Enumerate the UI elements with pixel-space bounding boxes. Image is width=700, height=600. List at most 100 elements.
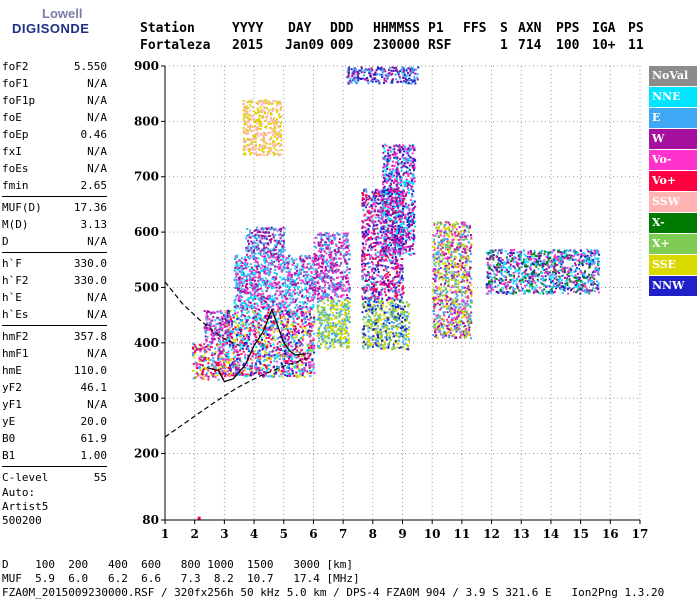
- echo-point: [364, 213, 367, 216]
- echo-point: [332, 307, 335, 310]
- echo-point: [310, 322, 313, 325]
- echo-point: [399, 279, 402, 282]
- echo-point: [311, 263, 314, 266]
- echo-point: [312, 289, 315, 292]
- echo-point: [304, 279, 307, 282]
- echo-point: [338, 338, 341, 341]
- echo-point: [324, 336, 327, 339]
- echo-point: [400, 277, 403, 280]
- echo-point: [216, 374, 219, 377]
- echo-point: [243, 334, 246, 337]
- echo-point: [345, 232, 348, 235]
- echo-point: [327, 319, 330, 322]
- echo-point: [362, 203, 365, 205]
- echo-point: [257, 264, 260, 267]
- echo-point: [240, 266, 243, 269]
- echo-point: [284, 292, 287, 294]
- echo-point: [279, 315, 282, 318]
- echo-point: [238, 278, 241, 281]
- echo-point: [240, 352, 243, 355]
- echo-point: [238, 343, 241, 346]
- echo-point: [244, 289, 247, 292]
- echo-point: [280, 250, 282, 253]
- echo-point: [266, 254, 269, 257]
- echo-point: [310, 350, 313, 353]
- echo-point: [297, 288, 300, 291]
- echo-point: [296, 269, 298, 272]
- echo-point: [369, 219, 372, 222]
- echo-point: [308, 287, 311, 290]
- echo-point: [374, 216, 377, 219]
- echo-point: [257, 280, 259, 283]
- echo-point: [331, 283, 334, 286]
- echo-point: [299, 340, 302, 343]
- echo-point: [218, 333, 221, 336]
- echo-point: [215, 361, 218, 364]
- echo-point: [279, 233, 282, 236]
- echo-point: [369, 297, 372, 300]
- echo-point: [365, 206, 367, 209]
- echo-point: [373, 230, 376, 233]
- echo-point: [198, 360, 201, 363]
- echo-point: [384, 253, 387, 256]
- echo-point: [236, 314, 238, 317]
- echo-point: [327, 332, 330, 335]
- echo-point: [250, 367, 253, 370]
- echo-point: [242, 323, 245, 326]
- echo-point: [246, 311, 249, 314]
- echo-point: [259, 120, 262, 123]
- echo-point: [340, 283, 343, 286]
- echo-point: [262, 235, 265, 237]
- echo-point: [256, 249, 259, 251]
- header-label: YYYY: [232, 21, 264, 36]
- echo-point: [298, 369, 300, 372]
- echo-point: [251, 250, 253, 253]
- echo-point: [241, 262, 244, 264]
- echo-point: [247, 144, 250, 147]
- echo-point: [269, 369, 272, 372]
- echo-point: [362, 221, 365, 224]
- echo-point: [239, 291, 241, 294]
- echo-point: [304, 352, 307, 355]
- echo-point: [294, 281, 297, 284]
- echo-point: [281, 299, 284, 302]
- echo-point: [203, 350, 206, 353]
- echo-point: [285, 257, 288, 260]
- echo-point: [254, 264, 257, 267]
- echo-point: [361, 287, 364, 290]
- echo-point: [377, 233, 380, 236]
- echo-point: [221, 334, 224, 337]
- echo-point: [320, 335, 323, 338]
- echo-point: [298, 276, 301, 279]
- param-value: 5.550: [73, 60, 107, 73]
- echo-point: [270, 287, 273, 290]
- echo-point: [283, 359, 286, 362]
- echo-point: [270, 313, 273, 315]
- echo-point: [381, 264, 384, 267]
- echo-point: [311, 267, 314, 270]
- echo-point: [342, 337, 345, 340]
- echo-point: [237, 331, 240, 334]
- echo-point: [207, 328, 210, 331]
- echo-point: [366, 280, 369, 282]
- echo-point: [367, 224, 370, 227]
- echo-point: [323, 240, 326, 243]
- echo-point: [310, 266, 312, 269]
- echo-point: [362, 276, 364, 279]
- echo-point: [363, 268, 366, 271]
- echo-point: [341, 278, 344, 281]
- echo-point: [194, 361, 197, 364]
- echo-point: [344, 260, 347, 263]
- echo-point: [237, 269, 240, 272]
- echo-point: [256, 284, 259, 287]
- echo-point: [283, 227, 286, 230]
- echo-point: [301, 357, 304, 360]
- echo-point: [390, 214, 392, 217]
- echo-point: [345, 276, 348, 279]
- echo-point: [205, 331, 208, 334]
- echo-point: [245, 237, 248, 240]
- echo-point: [259, 357, 262, 360]
- echo-point: [267, 121, 270, 124]
- echo-point: [246, 106, 249, 109]
- echo-point: [312, 368, 315, 371]
